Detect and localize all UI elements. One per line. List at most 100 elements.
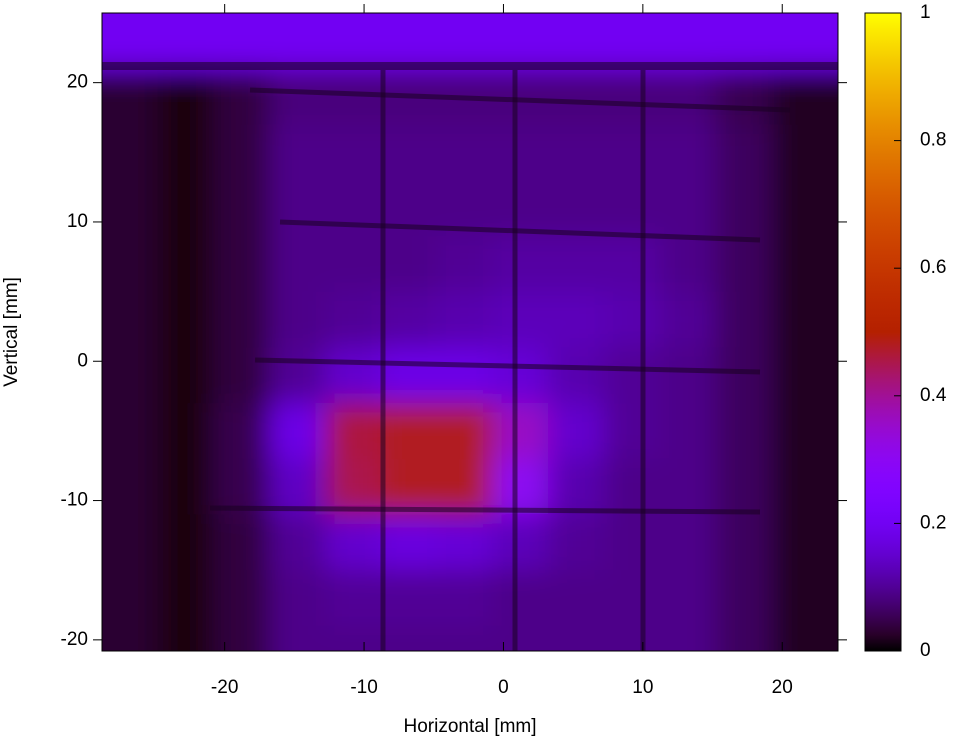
heat-cell	[771, 124, 838, 181]
heat-cell	[603, 458, 661, 515]
heat-cell	[436, 13, 493, 70]
heat-cell	[548, 180, 605, 237]
heat-cell	[715, 291, 772, 348]
heat-cell	[102, 124, 159, 181]
heat-cell	[603, 291, 661, 348]
heat-cell	[659, 180, 716, 237]
heat-cell	[269, 291, 326, 348]
heat-cell	[603, 514, 661, 571]
heat-cell	[102, 570, 159, 627]
heat-cell	[269, 570, 326, 627]
heat-cell	[102, 458, 159, 515]
x-tick-label: 10	[632, 677, 653, 698]
colorbar-tick-label: 1	[920, 2, 931, 23]
heat-cell	[715, 180, 772, 237]
heat-cell	[436, 570, 493, 627]
heat-cell	[715, 68, 772, 125]
heat-cell	[492, 458, 549, 515]
heat-cell	[380, 570, 438, 627]
heat-cell	[436, 514, 493, 571]
heat-cell	[157, 403, 215, 460]
heat-cell	[548, 347, 605, 404]
heat-cell	[659, 347, 716, 404]
plot-frame	[101, 12, 839, 652]
heat-cell	[492, 347, 549, 404]
heat-cell	[548, 403, 605, 460]
heat-cell	[603, 13, 661, 70]
heat-cell	[325, 13, 382, 70]
heat-cell	[715, 625, 772, 651]
heat-cell	[771, 514, 838, 571]
heat-cell	[548, 458, 605, 515]
x-tick-label: 20	[772, 677, 793, 698]
x-axis-label: Horizontal [mm]	[403, 716, 536, 737]
heat-cell	[269, 180, 326, 237]
heat-cell	[659, 124, 716, 181]
heat-cell	[771, 347, 838, 404]
heat-cell	[325, 570, 382, 627]
heat-cell	[380, 291, 438, 348]
heat-cell	[325, 291, 382, 348]
heat-cell	[659, 68, 716, 125]
heat-cell	[436, 235, 493, 293]
heat-cell	[380, 235, 438, 293]
heat-cell	[715, 458, 772, 515]
heat-cell	[380, 458, 438, 515]
heat-cell	[771, 625, 838, 651]
heat-cell	[492, 235, 549, 293]
heat-cell	[659, 403, 716, 460]
heat-cell	[380, 403, 438, 460]
heat-cell	[380, 514, 438, 571]
heat-cell	[548, 570, 605, 627]
heat-cell	[380, 625, 438, 651]
heat-cell	[492, 403, 549, 460]
heat-cell	[659, 514, 716, 571]
heat-cell	[157, 514, 215, 571]
heat-cell	[269, 68, 326, 125]
heat-cell	[492, 13, 549, 70]
heat-cell	[715, 13, 772, 70]
heat-cell	[325, 514, 382, 571]
heat-cell	[715, 403, 772, 460]
colorbar-tick-label: 0.6	[920, 257, 946, 278]
heat-cell	[269, 124, 326, 181]
y-tick-label: -10	[61, 490, 88, 511]
heat-cell	[102, 291, 159, 348]
heat-cell	[603, 180, 661, 237]
heat-cell	[715, 514, 772, 571]
heat-cell	[603, 570, 661, 627]
heat-cell	[436, 403, 493, 460]
heat-cell	[325, 458, 382, 515]
x-tick-label: -10	[350, 677, 377, 698]
heat-cell	[659, 570, 716, 627]
heat-cell	[771, 68, 838, 125]
heat-cell	[157, 235, 215, 293]
x-tick-label: -20	[211, 677, 238, 698]
heat-cell	[213, 514, 270, 571]
y-tick-label: 0	[77, 350, 88, 371]
y-axis-label: Vertical [mm]	[1, 277, 22, 387]
heat-cell	[380, 124, 438, 181]
heat-cell	[436, 291, 493, 348]
heat-cell	[102, 625, 159, 651]
heat-cell	[325, 124, 382, 181]
heat-cell	[157, 180, 215, 237]
heat-cell	[659, 13, 716, 70]
heat-cell	[102, 347, 159, 404]
heat-cell	[102, 514, 159, 571]
heat-cell	[492, 625, 549, 651]
heat-cell	[102, 68, 159, 125]
heat-cell	[102, 180, 159, 237]
heat-cell	[603, 625, 661, 651]
heat-cell	[380, 347, 438, 404]
heat-cell	[659, 625, 716, 651]
heat-cell	[436, 347, 493, 404]
heat-cell	[603, 68, 661, 125]
heat-cell	[548, 235, 605, 293]
heat-cell	[771, 458, 838, 515]
colorbar	[864, 12, 902, 652]
heat-cell	[269, 458, 326, 515]
heat-cell	[157, 291, 215, 348]
heat-cell	[157, 68, 215, 125]
heat-cell	[492, 291, 549, 348]
